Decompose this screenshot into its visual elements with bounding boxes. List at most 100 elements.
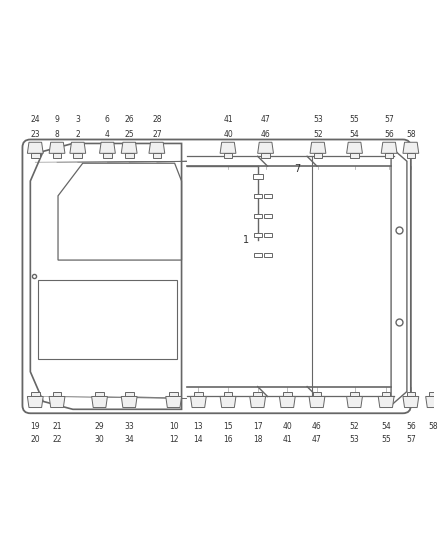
Text: 55: 55 — [381, 435, 391, 445]
Text: 28: 28 — [152, 115, 162, 124]
Text: 56: 56 — [384, 130, 394, 139]
Text: 29: 29 — [95, 422, 104, 431]
Text: 53: 53 — [313, 115, 323, 124]
Text: 54: 54 — [350, 130, 360, 139]
Text: 27: 27 — [152, 130, 162, 139]
Text: 33: 33 — [124, 422, 134, 431]
Polygon shape — [31, 392, 39, 397]
Polygon shape — [31, 154, 39, 158]
Text: 10: 10 — [169, 422, 178, 431]
Polygon shape — [92, 397, 107, 408]
Polygon shape — [220, 142, 236, 154]
FancyBboxPatch shape — [264, 214, 272, 217]
Text: 23: 23 — [31, 130, 40, 139]
Polygon shape — [350, 392, 359, 397]
Polygon shape — [170, 392, 178, 397]
Text: 17: 17 — [253, 422, 262, 431]
Text: 41: 41 — [283, 435, 292, 445]
Polygon shape — [121, 397, 137, 408]
Polygon shape — [95, 392, 104, 397]
Text: 52: 52 — [350, 422, 359, 431]
Text: 47: 47 — [312, 435, 322, 445]
Polygon shape — [382, 392, 391, 397]
Text: 22: 22 — [52, 435, 62, 445]
FancyBboxPatch shape — [254, 214, 261, 217]
Polygon shape — [313, 392, 321, 397]
Polygon shape — [258, 142, 273, 154]
Polygon shape — [378, 397, 394, 408]
Polygon shape — [125, 392, 134, 397]
Polygon shape — [261, 154, 270, 158]
Polygon shape — [381, 142, 397, 154]
Text: 13: 13 — [194, 422, 203, 431]
FancyBboxPatch shape — [264, 194, 272, 198]
Text: 26: 26 — [124, 115, 134, 124]
Polygon shape — [385, 154, 393, 158]
Text: 57: 57 — [384, 115, 394, 124]
Text: 58: 58 — [429, 422, 438, 431]
Text: 4: 4 — [105, 130, 110, 139]
Text: 16: 16 — [223, 435, 233, 445]
FancyBboxPatch shape — [253, 174, 263, 179]
Text: 34: 34 — [124, 435, 134, 445]
Text: 47: 47 — [261, 115, 270, 124]
Polygon shape — [406, 154, 415, 158]
Text: 40: 40 — [283, 422, 292, 431]
Polygon shape — [166, 397, 182, 408]
Polygon shape — [250, 397, 265, 408]
Polygon shape — [28, 142, 43, 154]
Polygon shape — [346, 397, 362, 408]
Polygon shape — [99, 142, 115, 154]
Text: 30: 30 — [95, 435, 104, 445]
Polygon shape — [429, 392, 438, 397]
Text: 6: 6 — [105, 115, 110, 124]
Text: 1: 1 — [243, 235, 249, 245]
Text: 12: 12 — [169, 435, 178, 445]
Polygon shape — [224, 392, 233, 397]
Text: 52: 52 — [313, 130, 323, 139]
Polygon shape — [70, 142, 86, 154]
Text: 57: 57 — [406, 435, 416, 445]
Polygon shape — [121, 142, 137, 154]
Polygon shape — [149, 142, 165, 154]
FancyBboxPatch shape — [254, 233, 261, 237]
Polygon shape — [191, 397, 206, 408]
FancyBboxPatch shape — [264, 233, 272, 237]
Polygon shape — [403, 142, 419, 154]
Polygon shape — [350, 154, 359, 158]
Polygon shape — [49, 397, 65, 408]
Text: 15: 15 — [223, 422, 233, 431]
Polygon shape — [224, 154, 233, 158]
Text: 41: 41 — [223, 115, 233, 124]
Polygon shape — [103, 154, 112, 158]
FancyBboxPatch shape — [254, 253, 261, 257]
Polygon shape — [253, 392, 262, 397]
Polygon shape — [28, 397, 43, 408]
Text: 19: 19 — [31, 422, 40, 431]
Polygon shape — [346, 142, 362, 154]
Text: 46: 46 — [261, 130, 270, 139]
Polygon shape — [30, 143, 182, 409]
Text: 53: 53 — [350, 435, 360, 445]
Polygon shape — [53, 154, 61, 158]
Text: 40: 40 — [223, 130, 233, 139]
Polygon shape — [283, 392, 292, 397]
Polygon shape — [426, 397, 438, 408]
Text: 20: 20 — [31, 435, 40, 445]
Text: 58: 58 — [406, 130, 416, 139]
Text: 55: 55 — [350, 115, 360, 124]
Text: 24: 24 — [31, 115, 40, 124]
FancyBboxPatch shape — [264, 253, 272, 257]
Polygon shape — [314, 154, 322, 158]
Polygon shape — [53, 392, 61, 397]
FancyBboxPatch shape — [254, 194, 261, 198]
Polygon shape — [125, 154, 134, 158]
Text: 14: 14 — [194, 435, 203, 445]
FancyBboxPatch shape — [22, 140, 411, 413]
Text: 21: 21 — [52, 422, 62, 431]
Polygon shape — [194, 392, 203, 397]
Text: 25: 25 — [124, 130, 134, 139]
Text: 2: 2 — [75, 130, 80, 139]
Polygon shape — [220, 397, 236, 408]
Text: 7: 7 — [294, 164, 300, 174]
